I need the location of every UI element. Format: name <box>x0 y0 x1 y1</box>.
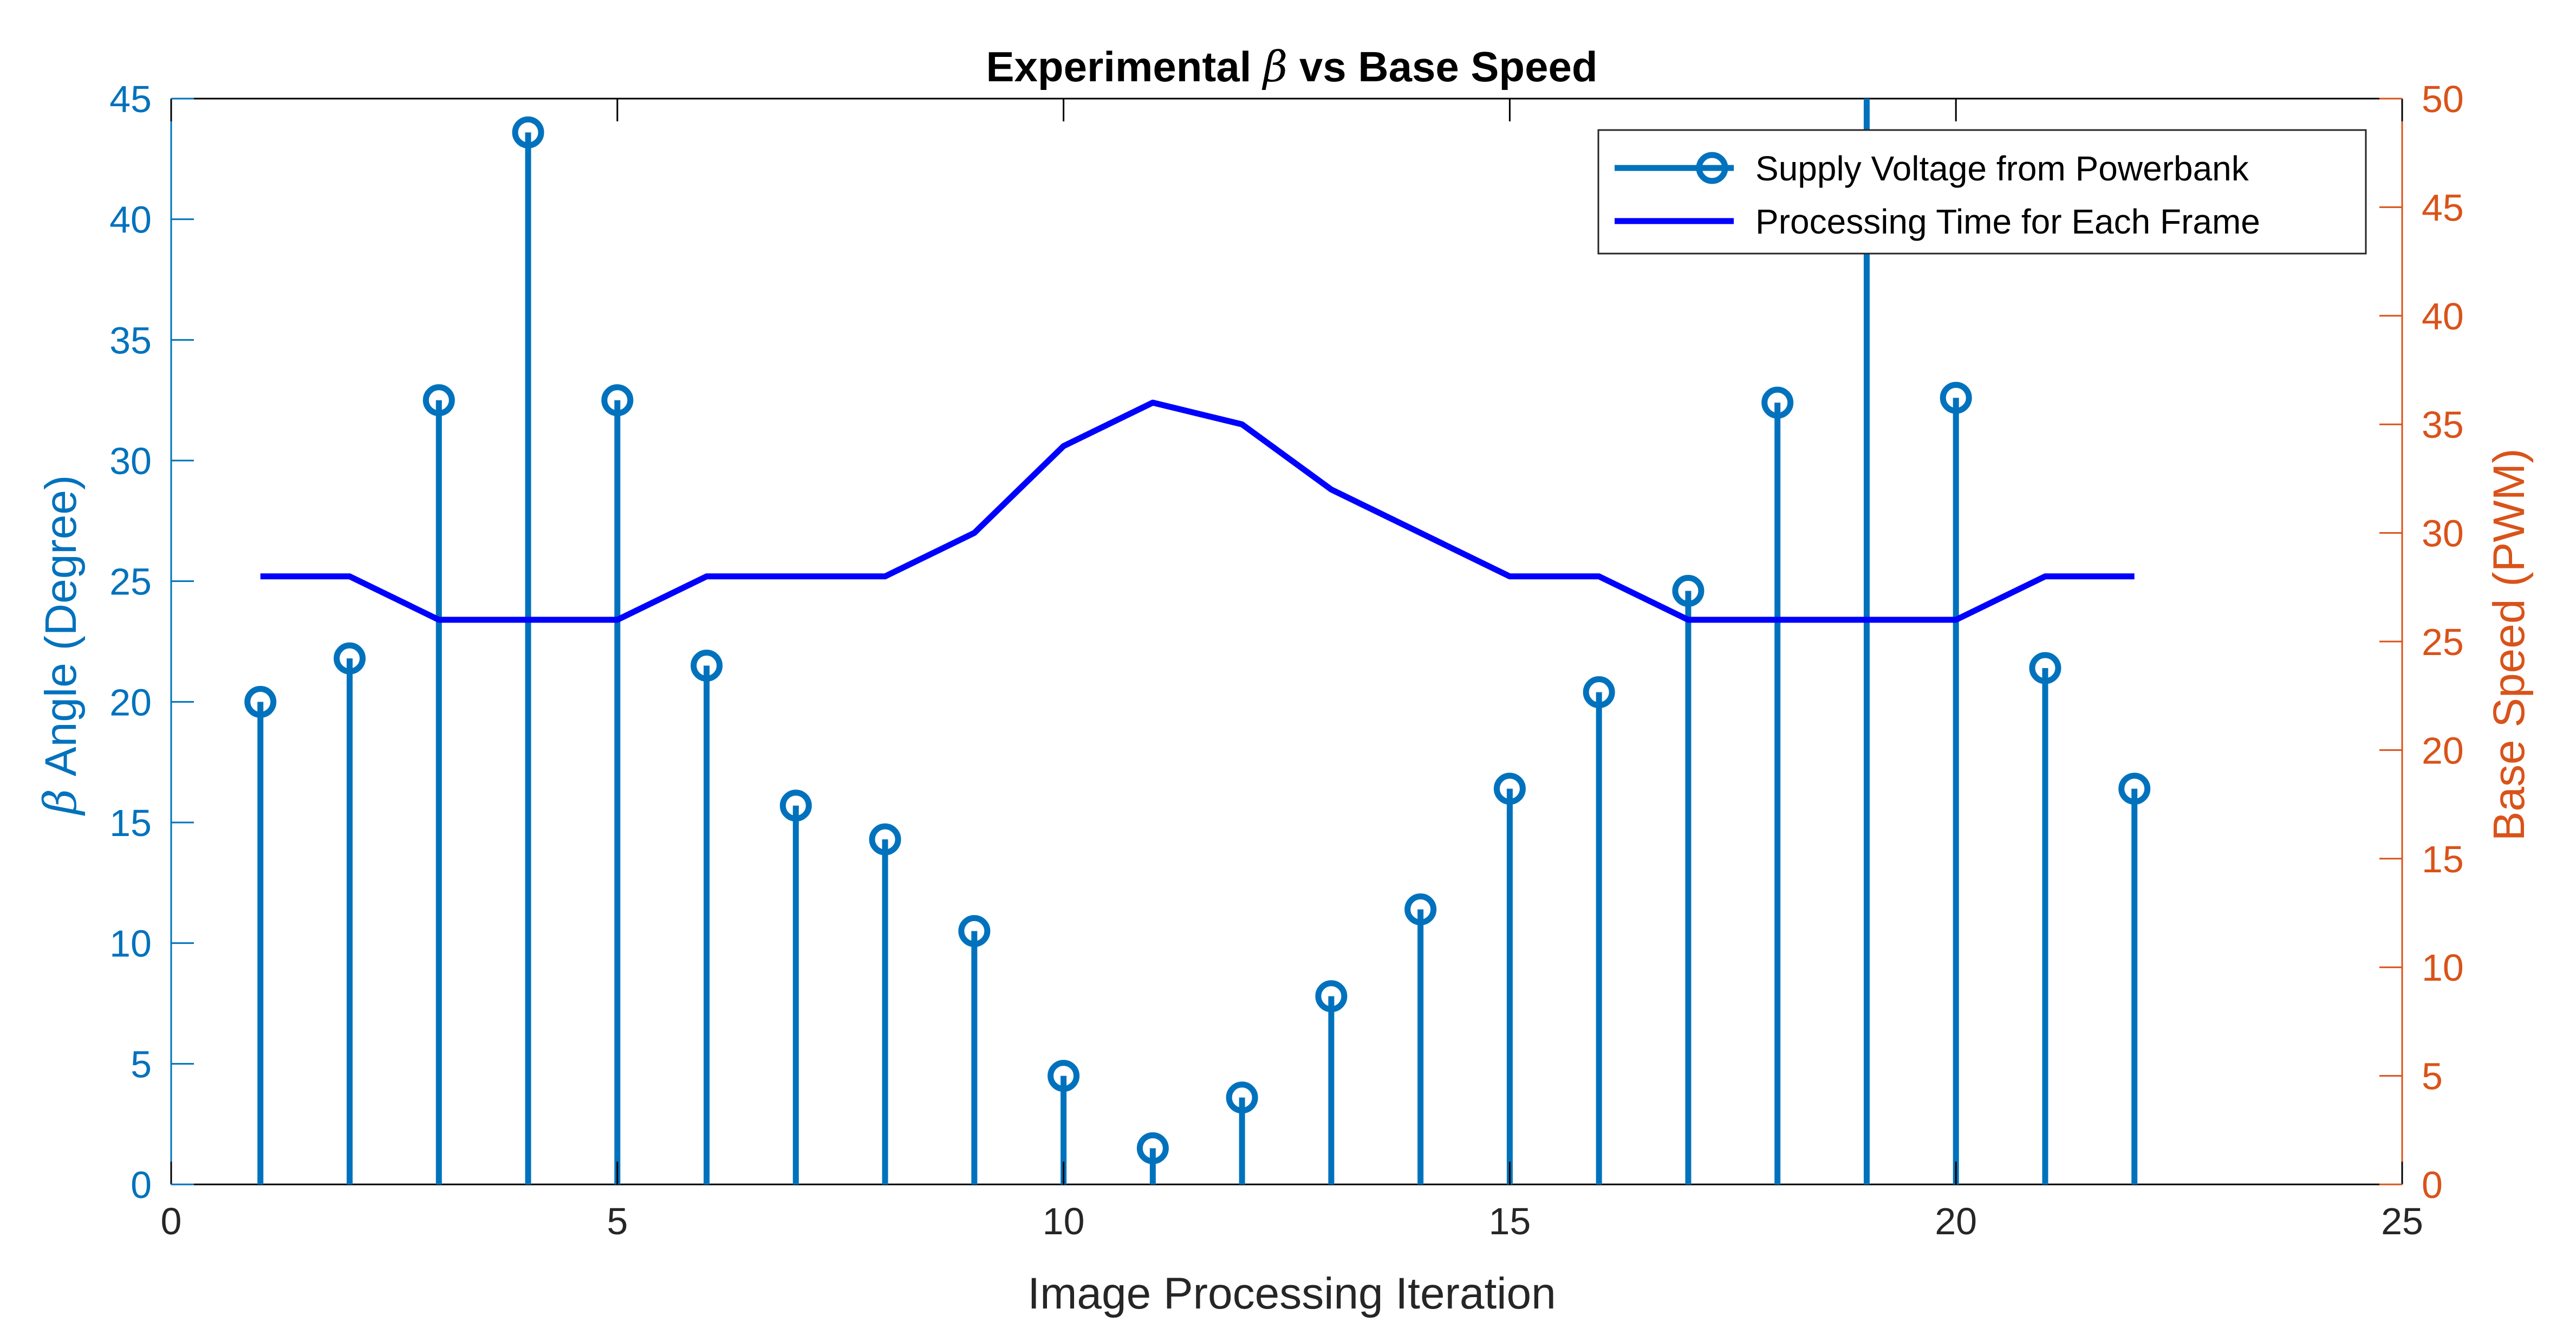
legend-label-stem: Supply Voltage from Powerbank <box>1755 149 2249 188</box>
stem-marker <box>2029 652 2061 684</box>
y-left-tick-label: 15 <box>109 802 152 844</box>
legend-stem-marker <box>1696 152 1728 184</box>
y-right-tick-label: 15 <box>2422 838 2464 880</box>
stem-marker <box>334 642 366 675</box>
stem-marker <box>601 384 634 417</box>
legend-box <box>1597 129 2367 255</box>
y-right-tick-label: 0 <box>2422 1164 2443 1206</box>
stem-series-layer <box>244 99 2151 1184</box>
line-series-path <box>260 399 2135 623</box>
y-right-tick-label: 45 <box>2422 186 2464 229</box>
stem-marker <box>512 116 544 148</box>
y-right-tick-label: 50 <box>2422 78 2464 120</box>
tick-layer: 0 5 10 15 20 25051015202530354045051015202530… <box>109 78 2464 1242</box>
x-tick-label: 10 <box>1043 1200 1085 1242</box>
stem-marker <box>422 384 455 417</box>
ylabel-text-part: Angle (Degree) <box>36 475 86 789</box>
x-tick-label: 15 <box>1488 1200 1531 1242</box>
y-right-tick-label: 10 <box>2422 947 2464 989</box>
y-left-tick-label: 20 <box>109 681 152 723</box>
y-left-tick-label: 5 <box>131 1043 152 1085</box>
x-axis-label: Image Processing Iteration <box>1027 1269 1556 1318</box>
stem-marker <box>691 650 723 682</box>
line-series-layer <box>260 399 2135 623</box>
y-axis-left-label: β Angle (Degree) <box>35 475 87 816</box>
y-right-tick-label: 40 <box>2422 295 2464 338</box>
stem-marker <box>1583 676 1615 709</box>
y-axis-right-label: Base Speed (PWM) <box>2484 449 2534 841</box>
stem-marker <box>1315 980 1348 1013</box>
stem-marker <box>1136 1132 1169 1164</box>
y-right-tick-label: 35 <box>2422 404 2464 446</box>
stem-marker <box>244 685 277 718</box>
stem-marker <box>1761 386 1794 419</box>
y-left-tick-label: 45 <box>109 78 152 120</box>
x-tick-label: 25 <box>2381 1200 2423 1242</box>
y-right-tick-label: 30 <box>2422 513 2464 555</box>
y-left-tick-label: 0 <box>131 1164 152 1206</box>
stem-marker <box>958 915 991 947</box>
ylabel-beta-symbol: β <box>35 789 87 816</box>
stem-marker <box>1404 893 1437 925</box>
stem-marker <box>1048 1060 1080 1092</box>
x-tick-label: 5 <box>607 1200 628 1242</box>
stem-marker <box>779 789 812 822</box>
x-tick-label: 0 <box>161 1200 182 1242</box>
y-right-tick-label: 25 <box>2422 621 2464 663</box>
x-tick-label: 20 <box>1935 1200 1977 1242</box>
chart-title: Experimental β vs Base Speed <box>986 43 1598 92</box>
legend-label-line: Processing Time for Each Frame <box>1755 202 2260 241</box>
y-right-tick-label: 20 <box>2422 729 2464 772</box>
stem-marker <box>2118 773 2151 805</box>
stem-marker <box>1493 773 1526 805</box>
y-left-tick-label: 10 <box>109 923 152 965</box>
title-text-part: vs Base Speed <box>1287 43 1597 90</box>
stem-marker <box>1940 381 1972 414</box>
y-left-tick-label: 35 <box>109 319 152 361</box>
title-text-part: Experimental <box>986 43 1264 90</box>
stem-marker <box>1672 574 1705 607</box>
y-right-tick-label: 5 <box>2422 1055 2443 1098</box>
y-left-tick-label: 30 <box>109 440 152 482</box>
legend: Supply Voltage from Powerbank Processing … <box>1597 129 2367 255</box>
title-beta-symbol: β <box>1261 43 1287 92</box>
stem-marker <box>1226 1081 1258 1114</box>
y-left-tick-label: 25 <box>109 561 152 603</box>
stem-marker <box>869 823 901 856</box>
y-left-tick-label: 40 <box>109 199 152 241</box>
